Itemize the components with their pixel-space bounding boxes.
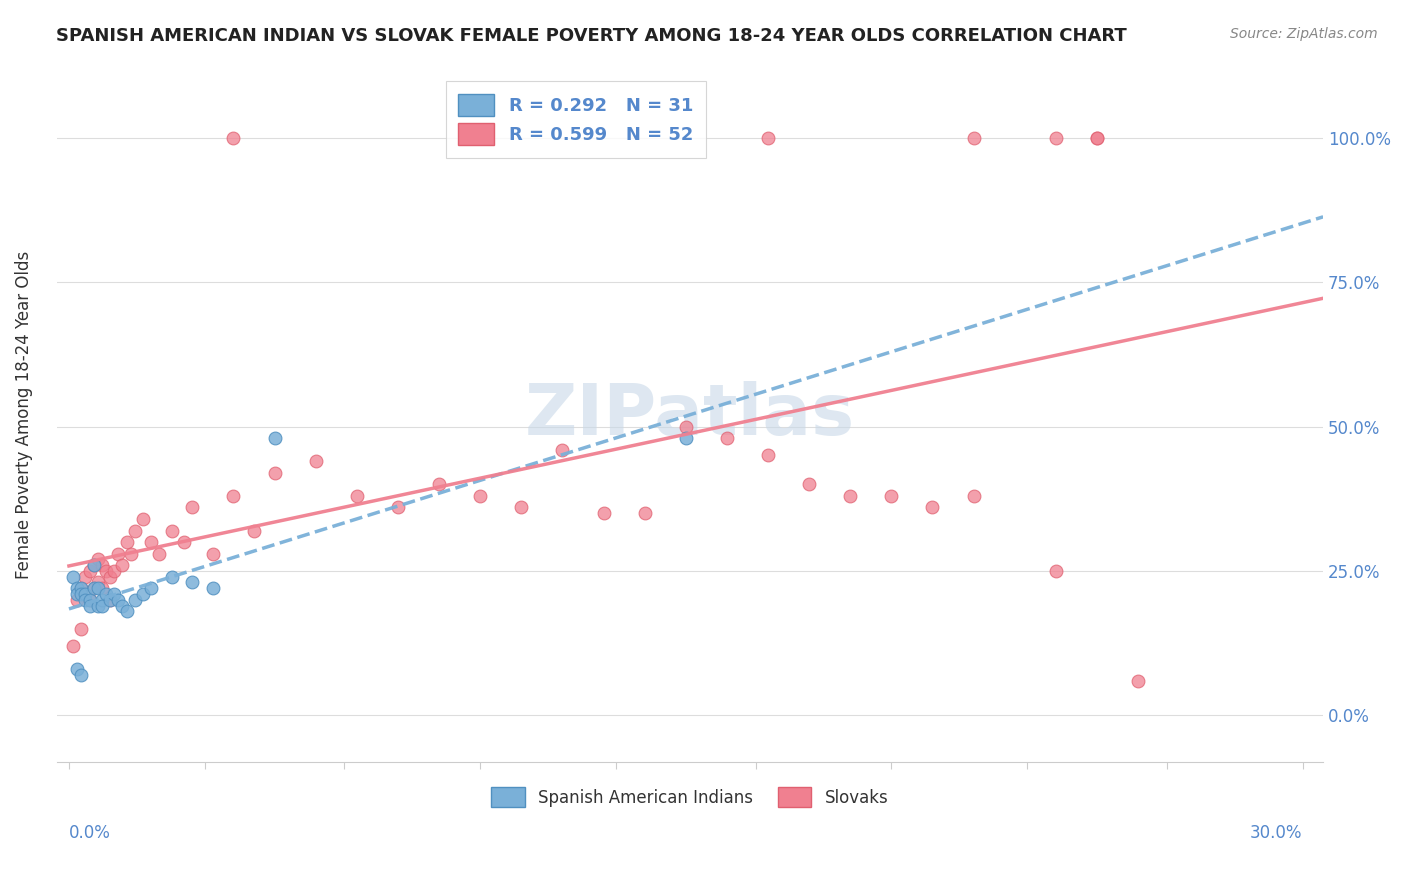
Point <box>75 592 97 607</box>
Point <box>94 564 117 578</box>
Point <box>1045 131 1067 145</box>
Point <box>675 419 697 434</box>
Point <box>222 489 245 503</box>
Point <box>921 500 943 515</box>
Point <box>510 500 533 515</box>
Point <box>98 570 121 584</box>
Point <box>79 564 101 578</box>
Point <box>962 131 984 145</box>
Point <box>181 575 204 590</box>
Point <box>115 604 138 618</box>
Point <box>132 512 155 526</box>
Point <box>346 489 368 503</box>
Point <box>79 599 101 613</box>
Point <box>124 524 146 538</box>
Point <box>1126 673 1149 688</box>
Point <box>83 581 105 595</box>
Point <box>1085 131 1108 145</box>
Point <box>66 587 89 601</box>
Point <box>962 489 984 503</box>
Point <box>148 547 170 561</box>
Point <box>592 506 614 520</box>
Point <box>103 587 125 601</box>
Point <box>470 489 492 503</box>
Point <box>70 622 93 636</box>
Point <box>115 535 138 549</box>
Point <box>263 466 285 480</box>
Point <box>305 454 328 468</box>
Point <box>132 587 155 601</box>
Point <box>90 558 112 573</box>
Point <box>160 524 183 538</box>
Point <box>75 587 97 601</box>
Legend: Spanish American Indians, Slovaks: Spanish American Indians, Slovaks <box>484 779 897 815</box>
Point <box>87 581 110 595</box>
Point <box>70 581 93 595</box>
Point <box>66 592 89 607</box>
Point <box>839 489 862 503</box>
Point <box>83 558 105 573</box>
Point <box>716 431 738 445</box>
Point <box>120 547 142 561</box>
Point <box>633 506 655 520</box>
Point <box>87 599 110 613</box>
Point <box>70 587 93 601</box>
Point <box>98 592 121 607</box>
Point <box>1045 564 1067 578</box>
Point <box>141 535 163 549</box>
Point <box>70 581 93 595</box>
Point <box>1085 131 1108 145</box>
Point <box>756 449 779 463</box>
Text: ZIPatlas: ZIPatlas <box>524 381 855 450</box>
Point <box>75 570 97 584</box>
Point <box>66 662 89 676</box>
Point <box>675 431 697 445</box>
Y-axis label: Female Poverty Among 18-24 Year Olds: Female Poverty Among 18-24 Year Olds <box>15 251 32 579</box>
Point <box>66 581 89 595</box>
Point <box>87 552 110 566</box>
Point <box>90 592 112 607</box>
Point <box>70 668 93 682</box>
Point <box>124 592 146 607</box>
Point <box>79 592 101 607</box>
Point <box>107 547 129 561</box>
Point <box>880 489 903 503</box>
Point <box>62 570 84 584</box>
Point <box>160 570 183 584</box>
Point <box>83 558 105 573</box>
Point <box>427 477 450 491</box>
Point <box>90 581 112 595</box>
Point <box>83 581 105 595</box>
Point <box>243 524 266 538</box>
Point <box>103 564 125 578</box>
Point <box>79 592 101 607</box>
Point <box>201 581 224 595</box>
Point <box>111 599 134 613</box>
Point <box>107 592 129 607</box>
Point <box>141 581 163 595</box>
Point <box>62 639 84 653</box>
Text: 0.0%: 0.0% <box>69 824 111 842</box>
Point <box>98 592 121 607</box>
Text: 30.0%: 30.0% <box>1250 824 1302 842</box>
Point <box>387 500 409 515</box>
Point <box>87 575 110 590</box>
Point <box>173 535 195 549</box>
Point <box>181 500 204 515</box>
Point <box>111 558 134 573</box>
Point <box>263 431 285 445</box>
Point <box>201 547 224 561</box>
Point <box>756 131 779 145</box>
Point <box>551 442 574 457</box>
Text: SPANISH AMERICAN INDIAN VS SLOVAK FEMALE POVERTY AMONG 18-24 YEAR OLDS CORRELATI: SPANISH AMERICAN INDIAN VS SLOVAK FEMALE… <box>56 27 1128 45</box>
Text: Source: ZipAtlas.com: Source: ZipAtlas.com <box>1230 27 1378 41</box>
Point <box>222 131 245 145</box>
Point <box>797 477 820 491</box>
Point <box>94 587 117 601</box>
Point <box>90 599 112 613</box>
